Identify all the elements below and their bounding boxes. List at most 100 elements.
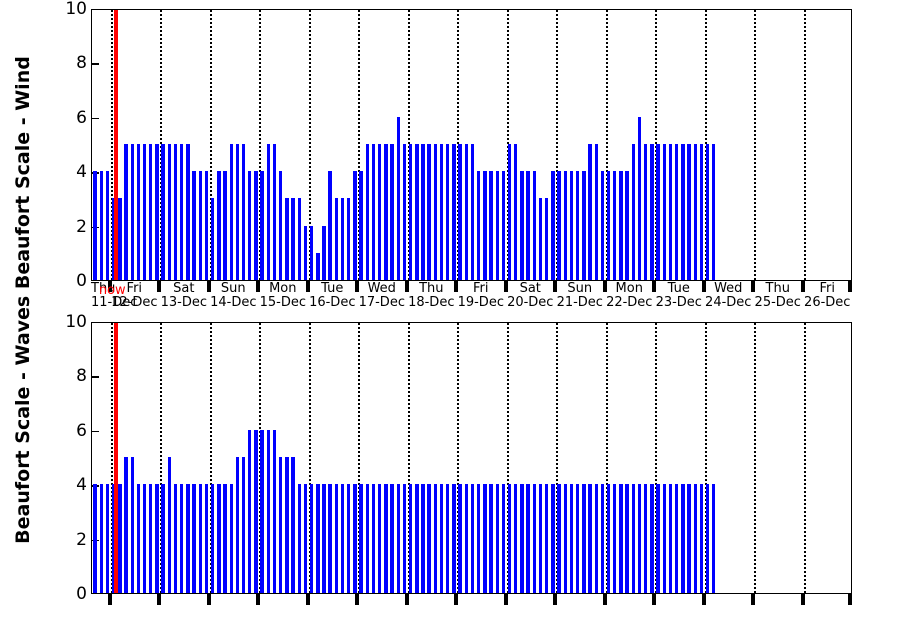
bar bbox=[408, 144, 413, 280]
bar bbox=[693, 144, 697, 280]
day-gridline bbox=[407, 323, 410, 593]
bar bbox=[192, 484, 196, 593]
bar bbox=[210, 198, 215, 280]
x-axis-dow: Thu bbox=[91, 281, 116, 296]
bar bbox=[625, 171, 629, 280]
bar bbox=[136, 484, 141, 593]
bar bbox=[613, 484, 617, 593]
bar bbox=[241, 457, 246, 593]
bar bbox=[526, 484, 530, 593]
bar bbox=[241, 144, 246, 280]
bar bbox=[489, 484, 493, 593]
x-axis-dow: Mon bbox=[269, 281, 297, 296]
bar bbox=[613, 171, 617, 280]
bar bbox=[365, 144, 369, 280]
x-axis-day-labels: Thu 11-Dec Fri 12-Dec Sat 13-Dec Sun 14-Dec Mon 1… bbox=[91, 281, 852, 313]
bar bbox=[619, 171, 623, 280]
x-axis-day-tick bbox=[848, 281, 852, 292]
waves-chart-plot-area bbox=[91, 322, 852, 594]
bar bbox=[408, 484, 413, 593]
bar bbox=[563, 171, 567, 280]
bar bbox=[557, 484, 561, 593]
bar bbox=[538, 198, 543, 280]
bar bbox=[507, 484, 512, 593]
bar bbox=[334, 484, 339, 593]
bar bbox=[681, 484, 685, 593]
x-axis-day-label: Thu 18-Dec bbox=[407, 282, 456, 310]
bar bbox=[415, 144, 419, 280]
bar bbox=[155, 484, 159, 593]
bar bbox=[340, 198, 345, 280]
bar bbox=[272, 144, 277, 280]
x-axis-day-tick bbox=[305, 281, 310, 292]
x-axis-day-tick bbox=[206, 281, 211, 292]
bar bbox=[105, 484, 110, 593]
bar bbox=[322, 225, 326, 280]
day-gridline bbox=[803, 10, 806, 280]
x-axis-dow: Fri bbox=[819, 281, 835, 296]
x-axis-day-tick bbox=[751, 281, 755, 292]
bar bbox=[279, 171, 283, 280]
bar bbox=[371, 144, 376, 280]
bar bbox=[551, 484, 555, 593]
bar bbox=[99, 171, 103, 280]
bar bbox=[514, 144, 518, 280]
bar bbox=[303, 484, 308, 593]
bar bbox=[668, 484, 673, 593]
waves-chart-inner bbox=[92, 323, 851, 593]
y-tick-label: 0 bbox=[76, 271, 87, 291]
day-gridline bbox=[457, 323, 460, 593]
bar bbox=[464, 484, 468, 593]
y-tick-mark bbox=[92, 376, 99, 378]
day-gridline bbox=[556, 323, 559, 593]
x-axis-day-label: Sun 14-Dec bbox=[209, 282, 258, 310]
day-gridline bbox=[358, 10, 361, 280]
x-axis-day-label: Mon 22-Dec bbox=[605, 282, 654, 310]
day-gridline bbox=[259, 323, 262, 593]
bar bbox=[180, 484, 184, 593]
bar bbox=[130, 144, 134, 280]
bar bbox=[458, 144, 462, 280]
bar bbox=[124, 457, 128, 593]
bar bbox=[433, 144, 438, 280]
bar bbox=[118, 198, 122, 280]
x-axis-day-tick bbox=[256, 281, 261, 292]
bar bbox=[575, 484, 580, 593]
y-tick-label: 8 bbox=[76, 366, 87, 387]
bar bbox=[600, 484, 605, 593]
bar bbox=[217, 484, 221, 593]
bar bbox=[421, 144, 425, 280]
x-axis-date: 15-Dec bbox=[259, 295, 306, 310]
bar bbox=[606, 171, 611, 280]
bar bbox=[452, 484, 456, 593]
x-axis-day-label: Wed 17-Dec bbox=[357, 282, 406, 310]
bar bbox=[489, 171, 493, 280]
bar bbox=[650, 144, 654, 280]
bar bbox=[464, 144, 468, 280]
bar bbox=[105, 171, 110, 280]
bar bbox=[681, 144, 685, 280]
x-axis-date: 19-Dec bbox=[457, 295, 504, 310]
bar bbox=[582, 171, 586, 280]
bar bbox=[260, 429, 264, 593]
bar bbox=[142, 144, 147, 280]
bar bbox=[359, 484, 363, 593]
bar bbox=[569, 484, 574, 593]
bar bbox=[377, 484, 382, 593]
y-tick-label: 4 bbox=[76, 162, 87, 183]
day-gridline bbox=[110, 323, 113, 593]
x-axis-date: 12-Dec bbox=[111, 295, 158, 310]
y-tick-label: 2 bbox=[76, 529, 87, 550]
y-tick-label: 6 bbox=[76, 420, 87, 441]
bar bbox=[285, 198, 289, 280]
bar bbox=[520, 171, 524, 280]
bar bbox=[384, 144, 388, 280]
bar bbox=[254, 429, 258, 593]
wind-chart-plot-area bbox=[91, 9, 852, 281]
day-gridline bbox=[655, 323, 658, 593]
x-axis-day-label: Thu 25-Dec bbox=[753, 282, 802, 310]
day-gridline bbox=[704, 10, 707, 280]
bar bbox=[248, 429, 252, 593]
x-axis-day-tick bbox=[404, 281, 409, 292]
bar bbox=[705, 484, 710, 593]
